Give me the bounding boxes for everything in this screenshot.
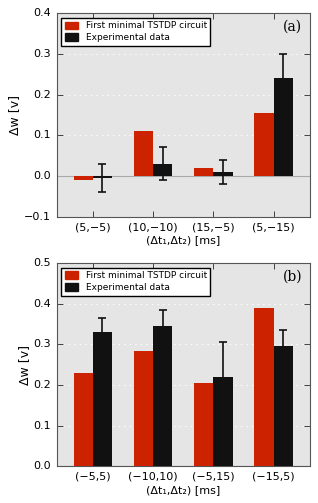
Text: (b): (b) bbox=[282, 269, 302, 283]
X-axis label: (Δt₁,Δt₂) [ms]: (Δt₁,Δt₂) [ms] bbox=[146, 485, 220, 494]
Bar bbox=[73, 176, 93, 180]
Bar bbox=[254, 113, 273, 176]
Bar bbox=[153, 163, 172, 176]
Bar bbox=[93, 176, 112, 178]
Bar bbox=[254, 308, 273, 466]
Bar bbox=[273, 78, 293, 176]
Bar bbox=[273, 347, 293, 466]
Text: (a): (a) bbox=[283, 20, 302, 33]
Bar bbox=[194, 167, 213, 176]
Bar bbox=[134, 351, 153, 466]
Bar bbox=[213, 377, 232, 466]
Bar bbox=[73, 373, 93, 466]
Legend: First minimal TSTDP circuit, Experimental data: First minimal TSTDP circuit, Experimenta… bbox=[61, 268, 211, 296]
Y-axis label: Δw [v]: Δw [v] bbox=[17, 345, 31, 385]
Bar bbox=[153, 326, 172, 466]
Bar bbox=[134, 131, 153, 176]
Y-axis label: Δw [v]: Δw [v] bbox=[8, 95, 21, 135]
Bar bbox=[213, 172, 232, 176]
Bar bbox=[93, 332, 112, 466]
Legend: First minimal TSTDP circuit, Experimental data: First minimal TSTDP circuit, Experimenta… bbox=[61, 18, 211, 46]
Bar bbox=[194, 383, 213, 466]
X-axis label: (Δt₁,Δt₂) [ms]: (Δt₁,Δt₂) [ms] bbox=[146, 235, 220, 245]
